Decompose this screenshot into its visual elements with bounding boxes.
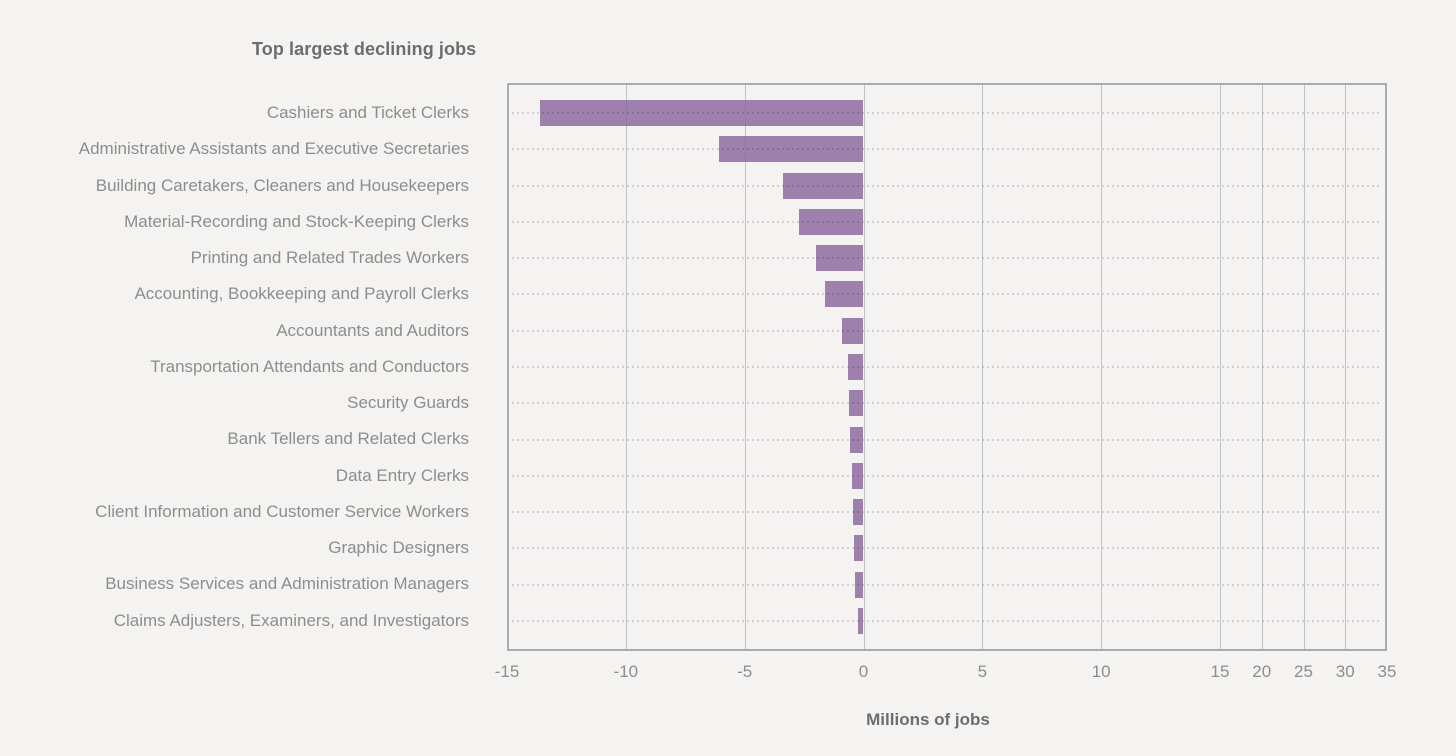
x-tick-label: -5 <box>737 662 753 681</box>
category-label: Security Guards <box>347 393 469 413</box>
row-dotted-line <box>512 112 1382 115</box>
row-dotted-line <box>512 257 1382 260</box>
bar <box>540 100 864 127</box>
row-dotted-line <box>512 474 1382 477</box>
category-label: Accountants and Auditors <box>276 320 469 340</box>
bar <box>851 462 864 489</box>
gridline-vertical <box>1303 85 1305 649</box>
x-tick-label: -10 <box>613 662 639 681</box>
category-label: Administrative Assistants and Executive … <box>78 139 469 159</box>
row-dotted-line <box>512 293 1382 296</box>
row-dotted-line <box>512 184 1382 187</box>
row-dotted-line <box>512 148 1382 151</box>
chart-title: Top largest declining jobs <box>252 39 477 59</box>
bar <box>850 426 864 453</box>
row-dotted-line <box>512 547 1382 550</box>
category-label: Transportation Attendants and Conductors <box>150 356 469 376</box>
category-label: Client Information and Customer Service … <box>95 501 469 521</box>
row-dotted-line <box>512 619 1382 622</box>
x-tick-label: 25 <box>1294 662 1313 681</box>
row-dotted-line <box>512 511 1382 514</box>
category-label: Cashiers and Ticket Clerks <box>266 103 469 122</box>
category-label: Material-Recording and Stock-Keeping Cle… <box>124 211 469 231</box>
x-tick-label: 10 <box>1091 662 1111 681</box>
category-label: Bank Tellers and Related Clerks <box>227 429 469 449</box>
gridline-vertical <box>625 85 627 649</box>
category-label: Graphic Designers <box>328 538 469 558</box>
bar <box>853 535 864 562</box>
bar <box>848 354 864 380</box>
gridline-vertical <box>1345 85 1347 649</box>
bar <box>852 499 864 526</box>
bar <box>815 245 864 272</box>
x-tick-label: 0 <box>858 662 869 681</box>
bar <box>849 390 864 417</box>
category-label: Claims Adjusters, Examiners, and Investi… <box>113 610 469 630</box>
row-dotted-line <box>512 438 1382 441</box>
bar <box>782 172 864 199</box>
x-tick-label: 5 <box>977 662 988 681</box>
gridline-vertical <box>863 85 865 649</box>
bar <box>857 607 864 634</box>
bar <box>799 208 864 235</box>
bar <box>855 571 864 598</box>
category-label: Data Entry Clerks <box>335 465 469 485</box>
x-tick-label: 20 <box>1252 662 1272 681</box>
gridline-vertical <box>1101 85 1103 649</box>
category-label: Accounting, Bookkeeping and Payroll Cler… <box>134 284 469 304</box>
bar <box>842 317 864 344</box>
gridline-vertical <box>982 85 984 649</box>
x-tick-label: 15 <box>1210 662 1230 681</box>
bar <box>718 136 864 163</box>
category-label: Printing and Related Trades Workers <box>190 248 469 268</box>
category-label: Business Services and Administration Man… <box>105 574 469 594</box>
row-dotted-line <box>512 366 1382 368</box>
x-tick-label: 30 <box>1335 662 1355 681</box>
x-tick-label: 35 <box>1377 662 1397 681</box>
category-label: Building Caretakers, Cleaners and Housek… <box>95 175 469 195</box>
bar <box>825 281 864 308</box>
row-dotted-line <box>512 220 1382 223</box>
plot-area <box>507 83 1387 651</box>
row-dotted-line <box>512 583 1382 586</box>
gridline-vertical <box>1261 85 1263 649</box>
row-dotted-line <box>512 402 1382 405</box>
row-dotted-line <box>512 329 1382 332</box>
gridline-vertical <box>1220 85 1221 649</box>
x-axis-label: Millions of jobs <box>866 710 990 729</box>
gridline-vertical <box>744 85 746 649</box>
x-tick-label: -15 <box>494 662 520 681</box>
category-axis: Cashiers and Ticket Clerks Administrative… <box>40 0 469 756</box>
